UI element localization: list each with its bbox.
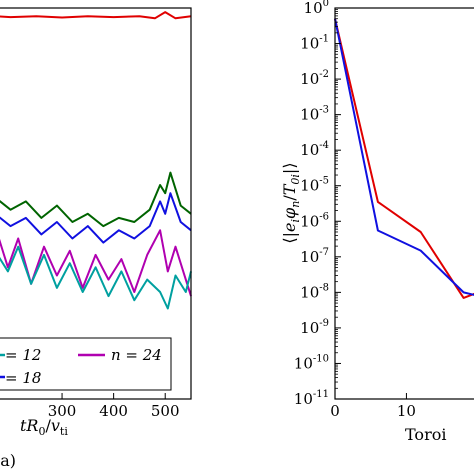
left-x-ticks: 300 400 500 bbox=[48, 393, 180, 420]
right-series-line-1 bbox=[334, 18, 474, 299]
panel-label-a: (a) bbox=[0, 451, 16, 470]
legend-label-1: = 12 bbox=[5, 346, 41, 364]
right-y-tick-label--8: 10-8 bbox=[300, 282, 329, 301]
right-y-tick-label--6: 10-6 bbox=[300, 211, 329, 230]
left-panel: 300 400 500 = 12 = 18 n = 24 tR0/vti (a) bbox=[0, 7, 192, 470]
right-y-ticks: 100 10-1 10-2 10-3 10-4 10-5 10-6 10-7 10-8 10-9 1… bbox=[294, 0, 341, 408]
left-axes-frame bbox=[0, 7, 192, 400]
right-y-tick-label--2: 10-2 bbox=[300, 69, 329, 88]
right-y-tick-label--4: 10-4 bbox=[300, 140, 329, 159]
right-y-tick-label--1: 10-1 bbox=[300, 34, 329, 53]
left-x-tick-label-500: 500 bbox=[151, 402, 180, 420]
left-x-tick-label-300: 300 bbox=[48, 402, 77, 420]
legend-label-3: n = 24 bbox=[111, 346, 162, 364]
right-x-tick-label-10: 10 bbox=[397, 402, 416, 420]
left-series-line-3 bbox=[0, 192, 192, 244]
right-y-tick-label--7: 10-7 bbox=[300, 247, 329, 266]
left-legend: = 12 = 18 n = 24 bbox=[0, 337, 172, 391]
legend-box bbox=[0, 337, 172, 391]
right-y-tick-label-0: 100 bbox=[304, 0, 329, 17]
left-x-label: tR0/vti bbox=[20, 416, 68, 438]
right-y-label: ⟨|eiφn/T0i|⟩ bbox=[280, 162, 302, 243]
right-panel: 10010-110-210-310-410-510-610-710-810-91… bbox=[280, 0, 474, 444]
legend-label-2: = 18 bbox=[5, 369, 41, 387]
right-x-tick-label-0: 0 bbox=[330, 402, 340, 420]
right-y-tick-label--9: 10-9 bbox=[300, 318, 329, 337]
left-series-line-4 bbox=[0, 229, 192, 297]
left-series-line-5 bbox=[0, 245, 192, 310]
left-series-line-2 bbox=[0, 171, 192, 228]
left-series-line-1 bbox=[0, 11, 192, 20]
right-x-label: Toroi bbox=[405, 425, 446, 444]
right-series-line-2 bbox=[334, 18, 474, 296]
right-y-tick-label--3: 10-3 bbox=[300, 105, 329, 124]
right-x-ticks: 0 10 bbox=[330, 393, 416, 420]
right-axes-frame bbox=[334, 7, 474, 400]
left-plot-lines bbox=[0, 11, 192, 310]
right-plot-lines bbox=[334, 18, 474, 299]
left-x-tick-label-400: 400 bbox=[99, 402, 128, 420]
right-y-tick-label--11: 10-11 bbox=[294, 389, 329, 408]
right-y-tick-label--5: 10-5 bbox=[300, 176, 329, 195]
right-y-tick-label--10: 10-10 bbox=[294, 353, 329, 372]
